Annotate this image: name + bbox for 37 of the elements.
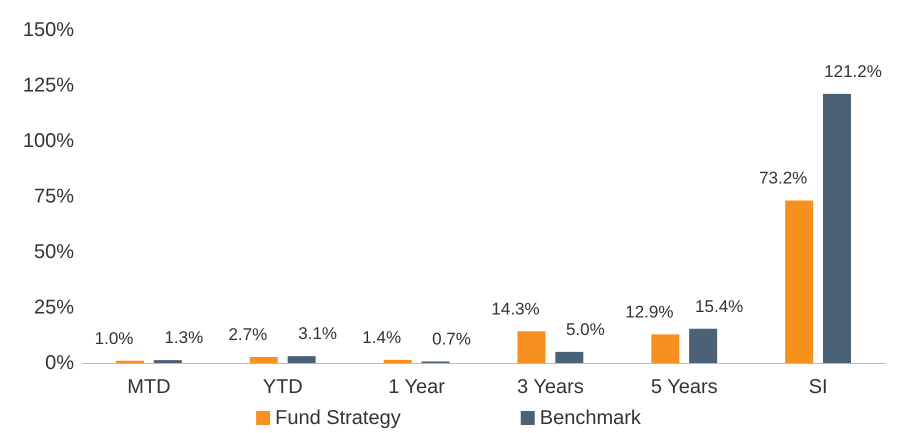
data-label: 15.4% bbox=[695, 296, 744, 316]
x-tick-label: 1 Year bbox=[388, 376, 446, 398]
bar bbox=[651, 334, 680, 363]
bar bbox=[154, 360, 182, 363]
bar bbox=[518, 331, 546, 363]
x-tick-label: SI bbox=[808, 376, 828, 398]
bar bbox=[250, 357, 278, 363]
bar bbox=[822, 94, 851, 363]
data-label: 14.3% bbox=[491, 299, 540, 318]
x-tick-label: MTD bbox=[127, 376, 171, 398]
legend-label: Fund Strategy bbox=[275, 407, 401, 429]
data-label: 1.3% bbox=[164, 328, 204, 348]
data-label: 121.2% bbox=[824, 62, 882, 81]
y-tick-label: 0% bbox=[45, 352, 74, 374]
bar bbox=[689, 328, 718, 363]
x-tick-label: YTD bbox=[262, 376, 303, 398]
y-tick-label: 50% bbox=[34, 241, 74, 263]
bar bbox=[288, 356, 316, 363]
bar bbox=[384, 360, 412, 363]
bar bbox=[785, 200, 814, 363]
data-label: 2.7% bbox=[228, 325, 268, 344]
data-label: 1.0% bbox=[94, 328, 134, 348]
x-tick-label: 3 Years bbox=[517, 376, 584, 398]
y-tick-label: 150% bbox=[22, 19, 74, 41]
data-label: 1.4% bbox=[362, 328, 402, 347]
data-label: 12.9% bbox=[625, 302, 674, 322]
y-tick-label: 125% bbox=[22, 74, 74, 96]
data-label: 73.2% bbox=[759, 168, 808, 188]
y-tick-label: 100% bbox=[22, 130, 74, 152]
y-tick-label: 25% bbox=[34, 296, 74, 318]
x-tick-label: 5 Years bbox=[650, 376, 718, 398]
data-label: 0.7% bbox=[432, 329, 471, 348]
bar bbox=[555, 352, 584, 363]
legend-label: Benchmark bbox=[540, 407, 642, 429]
data-label: 3.1% bbox=[298, 324, 338, 344]
data-label: 5.0% bbox=[566, 320, 605, 339]
y-tick-label: 75% bbox=[34, 186, 74, 208]
